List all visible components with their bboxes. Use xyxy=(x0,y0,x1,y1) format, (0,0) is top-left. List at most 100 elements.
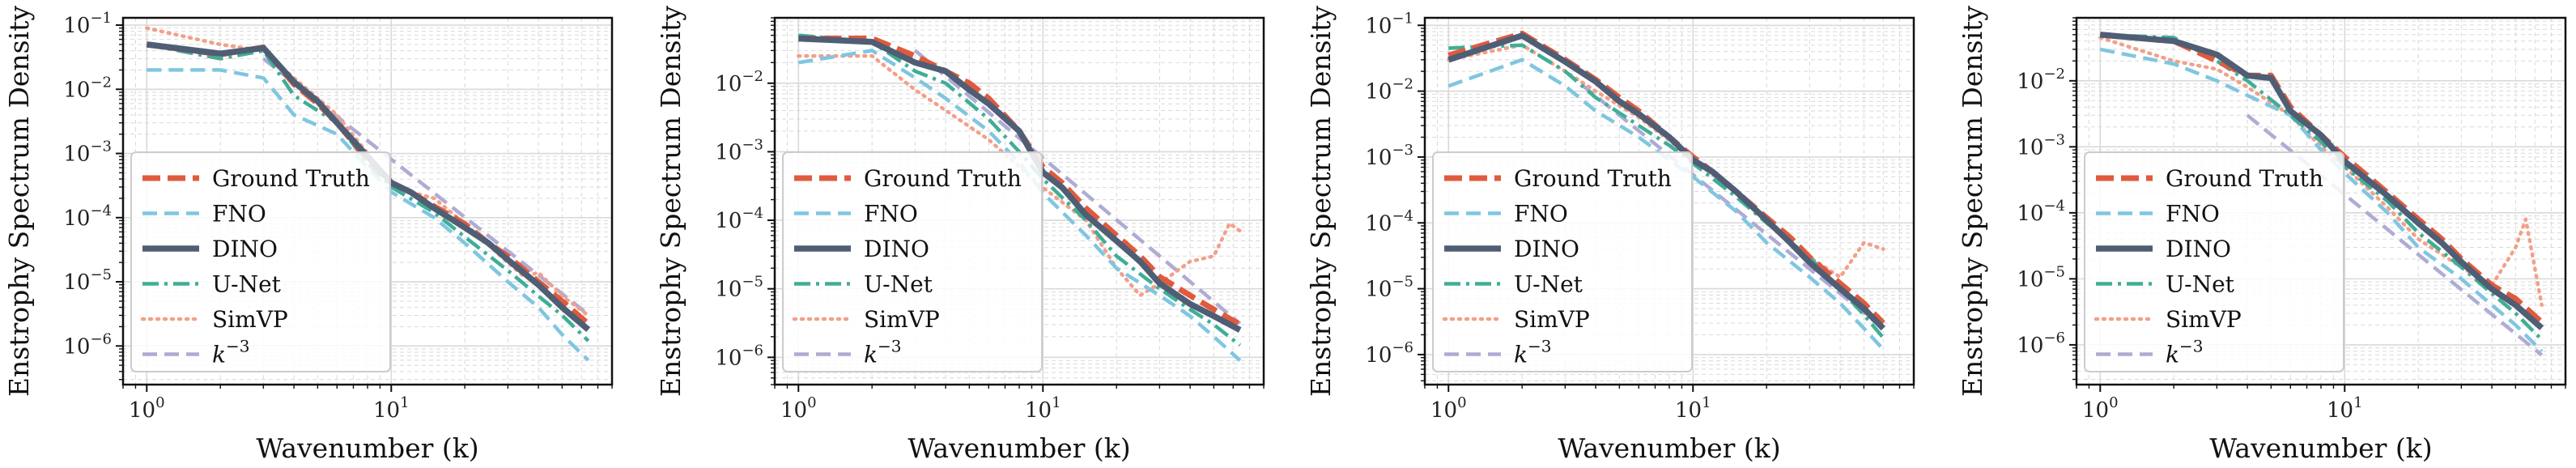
legend-label-text: SimVP xyxy=(212,306,288,333)
tick-exponent: −1 xyxy=(90,10,112,27)
legend-label-exponent: −3 xyxy=(878,337,901,356)
y-tick-label: 10−2 xyxy=(63,74,112,102)
tick-exponent: −2 xyxy=(2043,66,2065,83)
legend-label-text: DINO xyxy=(212,236,278,262)
legend-label-exponent: −3 xyxy=(226,337,249,356)
legend-label-unet: U-Net xyxy=(2166,271,2235,298)
legend-label-text: DINO xyxy=(1514,236,1579,262)
y-tick-label: 10−4 xyxy=(63,202,112,231)
tick-base: 10 xyxy=(129,398,155,423)
y-tick-label: 10−4 xyxy=(1365,207,1413,236)
tick-base: 10 xyxy=(2017,135,2043,160)
legend-label-text: k xyxy=(864,342,878,368)
y-axis-title: Enstrophy Spectrum Density xyxy=(1957,6,1988,397)
y-tick-label: 10−1 xyxy=(1365,10,1413,38)
tick-exponent: 1 xyxy=(2353,394,2362,411)
y-tick-label: 10−2 xyxy=(1365,76,1413,104)
tick-base: 10 xyxy=(715,346,742,370)
tick-base: 10 xyxy=(780,398,807,423)
x-axis-title: Wavenumber (k) xyxy=(1558,432,1780,464)
legend-label-text: DINO xyxy=(864,236,929,262)
legend-label-text: U-Net xyxy=(212,271,282,298)
legend-label-text: U-Net xyxy=(2166,271,2235,298)
x-tick-label: 101 xyxy=(2327,394,2363,423)
tick-base: 10 xyxy=(63,14,90,38)
x-axis-title: Wavenumber (k) xyxy=(908,432,1130,464)
legend-label-text: k xyxy=(1514,342,1528,368)
figure: 100 10110−610−510−410−310−210−1Wavenumber… xyxy=(0,0,2576,468)
tick-exponent: −2 xyxy=(1392,76,1413,93)
tick-exponent: 0 xyxy=(1457,394,1466,411)
x-axis-title: Wavenumber (k) xyxy=(256,432,478,464)
tick-exponent: −3 xyxy=(2043,131,2065,148)
legend-label-unet: U-Net xyxy=(864,271,933,298)
y-axis-title: Enstrophy Spectrum Density xyxy=(655,6,687,397)
tick-base: 10 xyxy=(63,270,90,295)
tick-base: 10 xyxy=(2017,70,2043,94)
tick-base: 10 xyxy=(63,334,90,359)
tick-base: 10 xyxy=(1365,14,1392,38)
tick-base: 10 xyxy=(1675,398,1702,423)
tick-base: 10 xyxy=(1025,398,1052,423)
tick-exponent: −6 xyxy=(1392,339,1413,356)
tick-exponent: −6 xyxy=(2043,330,2065,347)
y-tick-label: 10−5 xyxy=(63,266,112,295)
y-tick-label: 10−2 xyxy=(2017,66,2065,94)
y-tick-label: 10−6 xyxy=(715,342,763,370)
y-tick-label: 10−3 xyxy=(2017,131,2065,160)
tick-exponent: 1 xyxy=(400,394,409,411)
legend-label-text: SimVP xyxy=(864,306,940,333)
tick-exponent: −5 xyxy=(90,266,112,283)
y-tick-label: 10−6 xyxy=(1365,339,1413,368)
legend-label-text: Ground Truth xyxy=(2166,165,2323,192)
legend-label-simvp: SimVP xyxy=(212,306,288,333)
x-tick-label: 101 xyxy=(1675,394,1711,423)
tick-base: 10 xyxy=(63,206,90,231)
legend-label-text: SimVP xyxy=(2166,306,2242,333)
y-axis-title: Enstrophy Spectrum Density xyxy=(3,6,35,397)
tick-base: 10 xyxy=(1365,278,1392,302)
y-tick-label: 10−5 xyxy=(2017,263,2065,291)
legend-label-simvp: SimVP xyxy=(2166,306,2242,333)
chart-panel-2: 100 10110−610−510−410−310−2Wavenumber (k)… xyxy=(655,6,1264,464)
legend-label-text: k xyxy=(2166,342,2179,368)
tick-exponent: −4 xyxy=(2043,198,2065,215)
legend-label-gt: Ground Truth xyxy=(2166,165,2323,192)
tick-base: 10 xyxy=(373,398,400,423)
legend-label-exponent: −3 xyxy=(2179,337,2203,356)
tick-base: 10 xyxy=(2017,334,2043,358)
tick-base: 10 xyxy=(63,143,90,167)
legend-label-unet: U-Net xyxy=(1514,271,1583,298)
legend-label-text: Ground Truth xyxy=(212,165,370,192)
tick-exponent: 0 xyxy=(807,394,816,411)
legend-label-simvp: SimVP xyxy=(1514,306,1590,333)
y-tick-label: 10−6 xyxy=(2017,330,2065,358)
tick-exponent: −2 xyxy=(90,74,112,91)
tick-exponent: −6 xyxy=(742,342,763,359)
legend-label-gt: Ground Truth xyxy=(1514,165,1672,192)
legend-label-text: FNO xyxy=(2166,201,2220,228)
tick-base: 10 xyxy=(2017,202,2043,226)
legend-label-text: SimVP xyxy=(1514,306,1590,333)
y-tick-label: 10−3 xyxy=(715,136,763,164)
legend-label-unet: U-Net xyxy=(212,271,282,298)
y-tick-label: 10−6 xyxy=(63,330,112,359)
x-axis: 100 101 xyxy=(123,385,612,423)
x-axis: 10 0 101 xyxy=(1425,385,1914,423)
tick-exponent: 0 xyxy=(155,394,164,411)
x-axis: 100 101 xyxy=(2077,385,2565,423)
legend-label-text: DINO xyxy=(2166,236,2231,262)
tick-base: 10 xyxy=(2017,267,2043,291)
y-axis: 10−610−510−410−310−210−1 xyxy=(1365,10,1425,381)
y-tick-label: 10−3 xyxy=(63,138,112,167)
tick-exponent: −4 xyxy=(1392,207,1413,224)
tick-base: 10 xyxy=(1365,80,1392,104)
tick-exponent: −5 xyxy=(1392,274,1413,291)
tick-base: 10 xyxy=(1365,211,1392,236)
y-axis-title: Enstrophy Spectrum Density xyxy=(1305,6,1337,397)
tick-exponent: −2 xyxy=(742,68,763,85)
y-tick-label: 10−1 xyxy=(63,10,112,38)
tick-base: 10 xyxy=(715,140,742,164)
legend-label-text: U-Net xyxy=(1514,271,1583,298)
y-axis: 10−610−510−410−310−2 xyxy=(2017,18,2077,380)
